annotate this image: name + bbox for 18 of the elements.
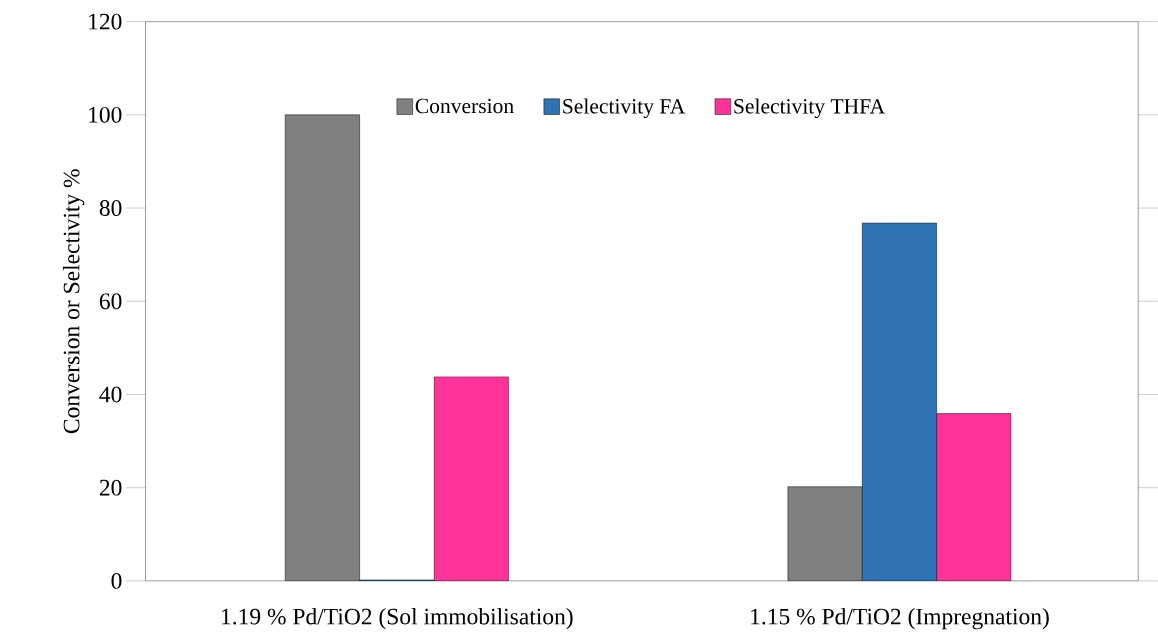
bar — [787, 486, 863, 581]
y-axis-title: Conversion or Selectivity % — [62, 169, 85, 434]
bar — [284, 114, 360, 581]
legend-label: Selectivity THFA — [734, 98, 885, 119]
bar — [433, 376, 509, 581]
x-tick-label: 1.19 % Pd/TiO2 (Sol immobilisation) — [222, 607, 573, 630]
y-tick-label: 80 — [99, 200, 122, 216]
bar — [936, 413, 1012, 581]
y-tick-label: 0 — [111, 572, 122, 589]
y-tick-label: 120 — [89, 13, 122, 30]
y-tick-label: 100 — [89, 106, 122, 123]
x-tick-label: 1.15 % Pd/TiO2 (Impregnation) — [751, 607, 1049, 630]
y-tick-label: 60 — [99, 293, 122, 310]
legend-label: Selectivity FA — [563, 98, 686, 119]
y-tick-label: 40 — [99, 386, 122, 403]
bar — [862, 222, 937, 581]
y-tick-label: 20 — [99, 479, 122, 496]
legend-label: Conversion — [415, 98, 514, 114]
